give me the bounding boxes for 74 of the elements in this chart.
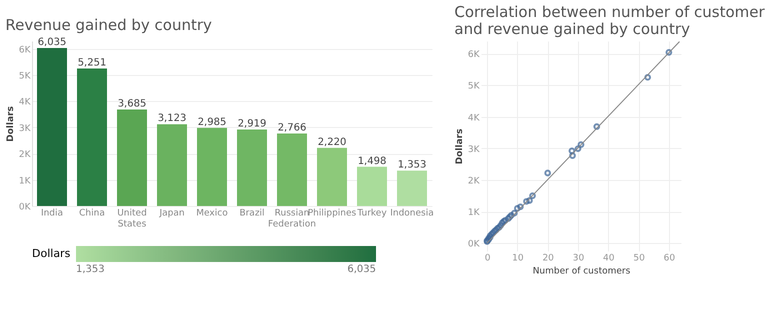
y-tick-label: 1K xyxy=(468,208,481,218)
x-tick-label: 10 xyxy=(512,254,524,264)
data-label: 2,220 xyxy=(318,136,346,148)
bar xyxy=(157,124,187,206)
point xyxy=(574,145,582,152)
x-tick-label: 30 xyxy=(572,254,584,264)
x-tick-label: Brazil xyxy=(239,208,265,218)
x-tick-label: Turkey xyxy=(356,208,388,218)
y-tick-label: 4K xyxy=(468,113,481,124)
bar xyxy=(117,109,147,206)
chart-title: Correlation between number of customer and revenue gained by country xyxy=(454,3,766,38)
point xyxy=(510,210,518,216)
data-label: 2,985 xyxy=(198,116,226,128)
data-label: 3,123 xyxy=(158,113,186,124)
y-axis-title: Dollars xyxy=(454,128,465,164)
x-tick-label: Philippines xyxy=(308,208,357,218)
x-axis-title: Number of customers xyxy=(532,266,631,276)
point xyxy=(568,148,576,154)
bar xyxy=(197,128,227,206)
color-bar-title: Dollars xyxy=(32,247,71,260)
data-label: 2,766 xyxy=(278,122,306,134)
point xyxy=(508,212,515,219)
color-bar-label: 1,353 xyxy=(76,264,105,275)
point xyxy=(593,123,600,130)
data-label: 1,498 xyxy=(358,156,386,167)
y-tick-label: 5K xyxy=(18,72,32,82)
x-tick-label: Japan xyxy=(158,208,185,218)
x-tick-label: 20 xyxy=(542,254,554,264)
data-label: 3,685 xyxy=(118,98,146,110)
x-tick-label: 40 xyxy=(603,254,615,264)
point xyxy=(644,74,652,81)
y-tick-label: 3K xyxy=(18,124,32,134)
point xyxy=(498,220,506,226)
y-tick-label: 2K xyxy=(468,176,481,186)
data-label: 5,251 xyxy=(78,57,106,68)
point xyxy=(514,205,521,212)
y-tick-label: 2K xyxy=(18,150,32,160)
point xyxy=(544,170,552,176)
y-tick-label: 1K xyxy=(18,176,32,186)
x-tick-label: 50 xyxy=(633,254,646,264)
y-tick-label: 4K xyxy=(18,98,32,108)
bar xyxy=(397,170,427,206)
x-tick-label: United States xyxy=(117,208,147,230)
point xyxy=(569,152,576,159)
x-tick-label: 60 xyxy=(664,254,676,264)
bar xyxy=(357,166,387,206)
y-tick-label: 6K xyxy=(18,45,32,56)
point xyxy=(526,197,533,204)
y-tick-label: 0K xyxy=(468,240,481,250)
bar xyxy=(237,130,267,206)
x-tick-label: China xyxy=(79,208,105,218)
x-tick-label: Mexico xyxy=(196,208,228,218)
chart-title: Revenue gained by country xyxy=(5,16,212,34)
y-axis-title: Dollars xyxy=(6,106,16,142)
data-label: 1,353 xyxy=(398,160,426,171)
bar xyxy=(317,148,347,206)
data-label: 6,035 xyxy=(38,36,66,48)
data-label: 2,919 xyxy=(238,118,266,130)
point xyxy=(529,192,536,200)
bar xyxy=(277,134,307,206)
point xyxy=(517,203,524,210)
color-bar-label: 6,035 xyxy=(347,264,376,275)
y-tick-label: 5K xyxy=(468,82,481,92)
point xyxy=(578,141,584,148)
point xyxy=(523,198,530,205)
bar xyxy=(37,48,67,206)
point xyxy=(666,49,672,56)
y-tick-label: 6K xyxy=(468,50,481,60)
x-tick-label: Indonesia xyxy=(390,208,434,218)
x-tick-label: 0 xyxy=(484,254,491,264)
x-tick-label: India xyxy=(40,208,64,218)
y-tick-label: 0K xyxy=(18,202,32,212)
y-tick-label: 3K xyxy=(468,144,481,155)
bar xyxy=(77,68,107,206)
